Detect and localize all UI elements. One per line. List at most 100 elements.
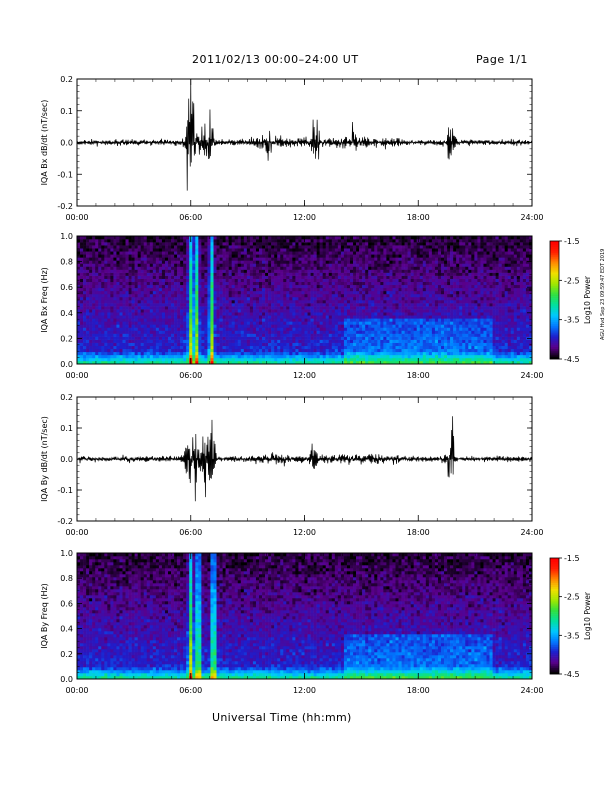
heatmap-cell <box>413 342 418 347</box>
heatmap-cell <box>274 251 278 255</box>
heatmap-cell <box>201 327 205 331</box>
heatmap-cell <box>140 254 145 258</box>
heatmap-cell <box>283 263 287 267</box>
heatmap-cell <box>243 330 248 334</box>
heatmap-cell <box>104 306 108 310</box>
heatmap-cell <box>86 266 90 270</box>
heatmap-cell <box>110 330 114 334</box>
heatmap-cell <box>359 357 363 362</box>
heatmap-cell <box>171 315 175 319</box>
heatmap-cell <box>383 287 387 292</box>
heatmap-cell <box>161 324 166 328</box>
heatmap-cell <box>255 293 260 298</box>
heatmap-cell <box>210 275 214 279</box>
heatmap-cell <box>110 300 114 304</box>
heatmap-cell <box>307 321 311 325</box>
heatmap-cell <box>343 248 348 252</box>
heatmap-cell <box>277 315 281 319</box>
heatmap-cell <box>131 239 135 243</box>
heatmap-cell <box>334 345 339 350</box>
heatmap-cell <box>340 324 345 328</box>
heatmap-cell <box>249 296 254 301</box>
heatmap-cell <box>401 275 405 279</box>
heatmap-cell <box>152 281 157 286</box>
heatmap-cell <box>249 348 254 353</box>
heatmap-cell <box>346 239 351 243</box>
heatmap-cell <box>356 336 360 340</box>
heatmap-cell <box>271 284 275 289</box>
heatmap-cell <box>380 293 384 298</box>
heatmap-cell <box>295 348 299 353</box>
heatmap-cell <box>268 290 272 295</box>
heatmap-cell <box>137 251 141 255</box>
heatmap-cell <box>201 245 205 249</box>
heatmap-cell <box>240 303 245 307</box>
heatmap-cell <box>252 296 257 301</box>
heatmap-cell <box>213 236 217 240</box>
heatmap-cell <box>83 260 87 264</box>
heatmap-cell <box>386 339 390 343</box>
heatmap-cell <box>304 306 308 310</box>
heatmap-cell <box>131 303 135 307</box>
heatmap-cell <box>340 290 345 295</box>
heatmap-cell <box>171 327 175 331</box>
heatmap-cell <box>110 293 114 298</box>
heatmap-cell <box>280 339 284 343</box>
heatmap-cell <box>289 303 293 307</box>
heatmap-cell <box>310 254 314 258</box>
heatmap-cell <box>113 245 117 249</box>
heatmap-cell <box>137 281 141 286</box>
heatmap-cell <box>283 284 287 289</box>
heatmap-cell <box>98 333 102 337</box>
heatmap-cell <box>128 284 132 289</box>
heatmap-cell <box>195 287 199 292</box>
heatmap-cell <box>189 306 193 310</box>
heatmap-cell <box>134 254 138 258</box>
heatmap-cell <box>422 236 427 240</box>
heatmap-cell <box>392 239 396 243</box>
heatmap-cell <box>219 290 223 295</box>
heatmap-cell <box>295 281 299 286</box>
heatmap-cell <box>365 321 369 325</box>
heatmap-cell <box>137 312 141 316</box>
heatmap-cell <box>410 321 414 325</box>
heatmap-cell <box>122 269 126 273</box>
heatmap-cell <box>80 263 84 267</box>
heatmap-cell <box>407 312 411 316</box>
heatmap-cell <box>201 242 205 246</box>
heatmap-cell <box>340 303 345 307</box>
heatmap-cell <box>77 260 81 264</box>
heatmap-cell <box>92 333 96 337</box>
heatmap-cell <box>268 242 272 246</box>
heatmap-cell <box>161 354 166 359</box>
heatmap-cell <box>395 254 399 258</box>
heatmap-cell <box>137 284 141 289</box>
heatmap-cell <box>322 360 327 365</box>
heatmap-cell <box>207 321 211 325</box>
heatmap-cell <box>98 318 102 322</box>
heatmap-cell <box>374 248 378 252</box>
heatmap-cell <box>410 306 414 310</box>
heatmap-cell <box>368 257 372 261</box>
heatmap-cell <box>350 287 354 292</box>
heatmap-cell <box>146 266 151 270</box>
heatmap-cell <box>231 309 236 313</box>
heatmap-cell <box>304 287 308 292</box>
heatmap-cell <box>122 293 126 298</box>
heatmap-cell <box>322 272 327 276</box>
heatmap-cell <box>334 300 339 304</box>
heatmap-cell <box>274 351 278 356</box>
heatmap-cell <box>383 300 387 304</box>
heatmap-cell <box>216 309 220 313</box>
heatmap-cell <box>283 318 287 322</box>
heatmap-cell <box>328 360 333 365</box>
heatmap-cell <box>416 245 421 249</box>
heatmap-cell <box>237 245 242 249</box>
heatmap-cell <box>155 296 160 301</box>
heatmap-cell <box>419 327 424 331</box>
heatmap-cell <box>353 275 357 279</box>
heatmap-cell <box>322 263 327 267</box>
heatmap-cell <box>356 293 360 298</box>
heatmap-cell <box>158 306 163 310</box>
heatmap-cell <box>398 248 402 252</box>
